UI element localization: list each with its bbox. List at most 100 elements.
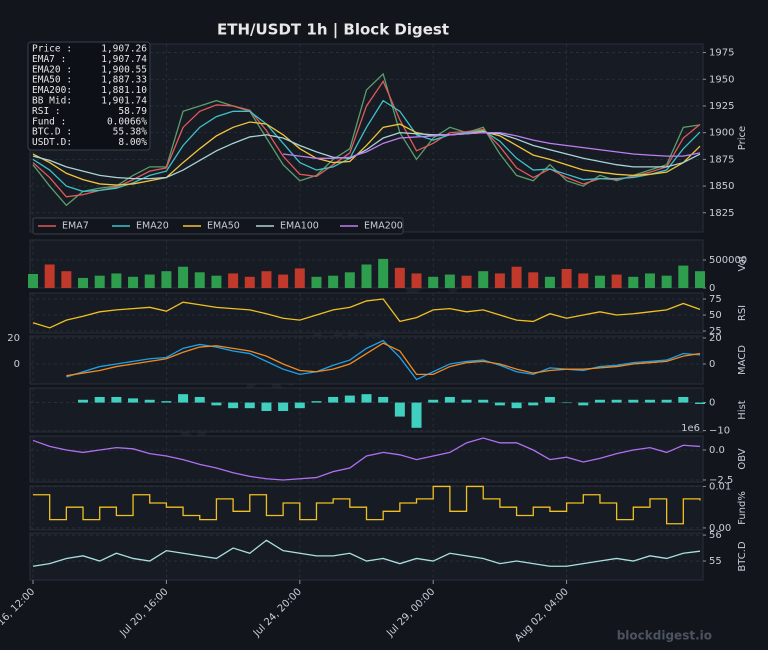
bar	[194, 272, 205, 288]
bar	[411, 402, 422, 428]
bar	[578, 273, 589, 288]
y-axis-label: OBV	[737, 448, 748, 469]
info-value: 1,881.10	[101, 85, 147, 96]
y-tick-label: 25	[709, 326, 722, 337]
x-tick-label: Jul 20, 16:00	[117, 586, 170, 639]
y-tick-label: 1925	[709, 101, 734, 112]
panel	[29, 435, 704, 483]
info-value: 58.79	[118, 106, 147, 117]
bar	[328, 275, 339, 288]
info-label: BB Mid:	[32, 96, 72, 107]
y-axis-label: Price	[737, 126, 748, 150]
bar	[294, 268, 305, 288]
bar	[578, 402, 589, 406]
info-label: EMA20 :	[32, 64, 72, 75]
y-tick-label: 55	[709, 556, 722, 567]
bar	[278, 402, 289, 411]
bar	[378, 258, 389, 288]
x-tick-label: Jul 16, 12:00	[0, 586, 37, 639]
bar	[544, 276, 555, 288]
y-axis-label: Fund%	[737, 491, 748, 525]
bar	[511, 402, 522, 409]
bar	[494, 273, 505, 288]
y-tick-label: 0.01	[709, 481, 731, 492]
bar	[478, 399, 489, 403]
legend-label: EMA50	[207, 221, 240, 232]
bar	[394, 402, 405, 417]
y-tick-label: 1875	[709, 154, 734, 165]
legend-label: EMA7	[62, 221, 89, 232]
x-tick-label: Jul 24, 20:00	[251, 586, 304, 639]
bar	[644, 273, 655, 288]
info-label: USDT.D:	[32, 137, 72, 148]
info-value: 1,907.74	[101, 54, 147, 65]
bar	[694, 271, 706, 288]
bar	[661, 399, 672, 403]
bar	[111, 396, 122, 403]
bar	[661, 275, 672, 288]
info-label: Fund :	[32, 116, 66, 127]
bar	[144, 274, 155, 288]
bar	[228, 273, 239, 288]
bar	[411, 273, 422, 288]
bar	[361, 394, 372, 403]
y-tick-label: 0	[709, 359, 715, 370]
y-axis-label: Hist	[737, 400, 748, 420]
legend-label: EMA200	[364, 221, 403, 232]
bar	[561, 268, 572, 288]
bar	[444, 274, 455, 288]
bar	[194, 396, 205, 403]
line	[32, 99, 701, 193]
bar	[678, 265, 689, 288]
bar	[378, 396, 389, 403]
info-bg	[27, 41, 151, 151]
bar	[594, 275, 605, 288]
info-label: EMA7 :	[32, 54, 66, 65]
bar	[228, 402, 239, 409]
bar	[594, 399, 605, 403]
bar	[78, 399, 89, 403]
info-value: 1,907.26	[101, 44, 147, 55]
info-value: 1,901.74	[101, 96, 147, 107]
bar	[178, 266, 189, 288]
bar	[344, 272, 355, 288]
line	[32, 539, 701, 567]
bar	[611, 274, 622, 288]
bar	[211, 402, 222, 406]
bar	[94, 396, 105, 403]
bar	[628, 276, 639, 288]
legend-box	[32, 217, 404, 235]
bar	[128, 276, 139, 288]
bar	[628, 399, 639, 403]
y-tick-label: 20	[7, 333, 20, 344]
y-tick-label: 0.00	[709, 523, 731, 534]
bar	[428, 399, 439, 403]
bar	[328, 396, 339, 403]
y-tick-label: 20	[709, 333, 722, 344]
y-axis-label: BTC.D	[737, 541, 748, 572]
y-tick-label: 0	[709, 398, 715, 409]
bar	[278, 274, 289, 288]
info-value: 55.38%	[113, 127, 148, 138]
line	[32, 437, 701, 481]
offset-label: 1e6	[681, 423, 700, 434]
bar	[611, 399, 622, 403]
bar	[361, 264, 372, 288]
info-value: 1,900.55	[101, 64, 147, 75]
legend-label: EMA100	[280, 221, 319, 232]
bar	[444, 396, 455, 403]
bar	[311, 401, 322, 403]
bar	[44, 264, 55, 288]
bar	[511, 266, 522, 288]
bar	[394, 267, 405, 288]
bar	[244, 276, 255, 288]
line	[33, 485, 701, 525]
bar	[78, 277, 89, 288]
bar	[494, 402, 505, 406]
bar	[244, 402, 255, 409]
y-tick-label: 0.0	[709, 445, 725, 456]
y-tick-label: 1900	[709, 128, 734, 139]
y-tick-label: 56	[709, 530, 722, 541]
